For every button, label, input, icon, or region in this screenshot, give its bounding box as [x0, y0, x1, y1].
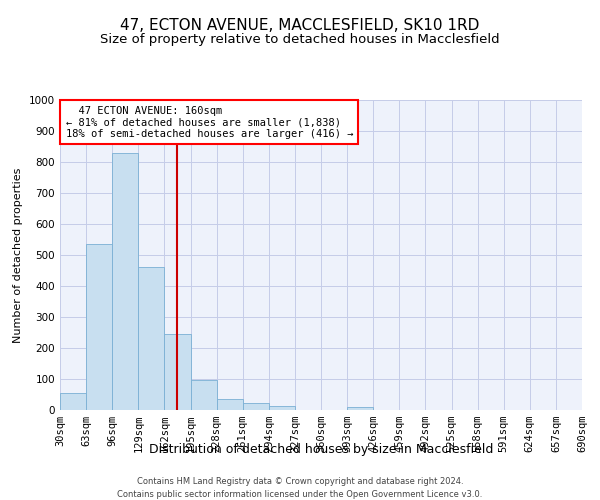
- Text: Size of property relative to detached houses in Macclesfield: Size of property relative to detached ho…: [100, 32, 500, 46]
- Bar: [86, 244, 112, 410]
- Text: 47, ECTON AVENUE, MACCLESFIELD, SK10 1RD: 47, ECTON AVENUE, MACCLESFIELD, SK10 1RD: [121, 18, 479, 32]
- Bar: [217, 398, 242, 410]
- Bar: [243, 403, 269, 410]
- Bar: [112, 152, 138, 410]
- Bar: [60, 393, 86, 410]
- Bar: [269, 406, 295, 410]
- Bar: [347, 407, 373, 410]
- Bar: [139, 268, 164, 410]
- Bar: [191, 380, 217, 410]
- Bar: [164, 334, 191, 410]
- Text: Contains HM Land Registry data © Crown copyright and database right 2024.
Contai: Contains HM Land Registry data © Crown c…: [118, 478, 482, 499]
- Y-axis label: Number of detached properties: Number of detached properties: [13, 168, 23, 342]
- Text: 47 ECTON AVENUE: 160sqm
← 81% of detached houses are smaller (1,838)
18% of semi: 47 ECTON AVENUE: 160sqm ← 81% of detache…: [65, 106, 353, 139]
- Text: Distribution of detached houses by size in Macclesfield: Distribution of detached houses by size …: [149, 442, 493, 456]
